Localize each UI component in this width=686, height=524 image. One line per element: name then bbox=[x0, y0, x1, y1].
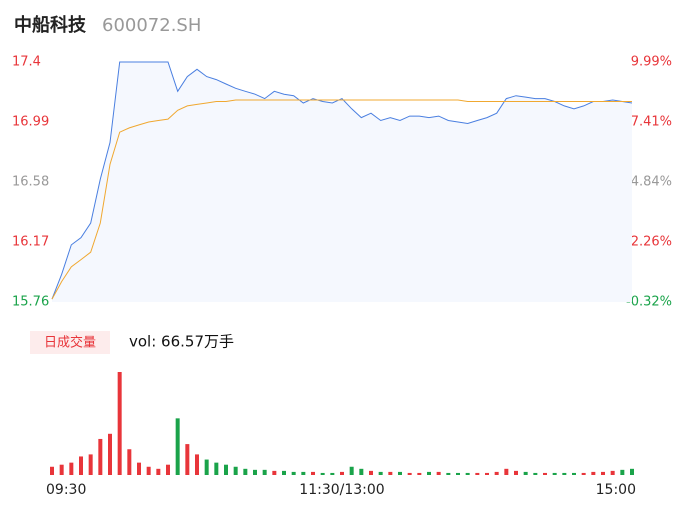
y2-tick-label: 4.84% bbox=[631, 174, 672, 189]
volume-bar bbox=[504, 468, 509, 475]
y2-tick-label: 9.99% bbox=[631, 55, 672, 70]
y2-tick-label: 2.26% bbox=[631, 234, 672, 249]
volume-bar bbox=[436, 471, 441, 475]
volume-bar bbox=[243, 468, 248, 475]
volume-bar bbox=[291, 471, 296, 475]
volume-bar bbox=[562, 472, 567, 475]
volume-bar bbox=[514, 470, 518, 475]
volume-bar bbox=[195, 454, 199, 475]
volume-bar bbox=[533, 472, 538, 475]
volume-bar bbox=[417, 472, 422, 475]
volume-bar bbox=[108, 433, 112, 475]
volume-bar bbox=[175, 418, 180, 475]
volume-bar bbox=[204, 459, 209, 475]
volume-bar bbox=[359, 468, 364, 475]
volume-bar bbox=[485, 472, 489, 475]
volume-bar bbox=[543, 472, 547, 475]
volume-bar bbox=[301, 471, 306, 475]
price-line bbox=[51, 61, 633, 300]
y-tick-label: 15.76 bbox=[12, 295, 49, 310]
volume-bar bbox=[311, 471, 315, 475]
volume-bar bbox=[591, 471, 596, 475]
volume-bar bbox=[427, 471, 431, 475]
volume-bar bbox=[601, 471, 605, 475]
volume-bar bbox=[494, 471, 499, 475]
volume-label-bg bbox=[30, 331, 110, 354]
volume-bar bbox=[50, 466, 54, 475]
volume-bar bbox=[127, 449, 132, 475]
volume-bar bbox=[572, 472, 576, 475]
volume-bar bbox=[137, 462, 141, 475]
volume-bar bbox=[610, 470, 615, 475]
x-tick-label: 11:30/13:00 bbox=[299, 482, 384, 498]
volume-bar bbox=[378, 471, 383, 475]
volume-bar bbox=[253, 469, 257, 475]
volume-bar bbox=[330, 472, 335, 475]
volume-bar bbox=[630, 468, 634, 475]
volume-bar bbox=[166, 464, 170, 475]
price-area bbox=[52, 62, 632, 302]
volume-bar bbox=[407, 472, 412, 475]
y-tick-label: 16.99 bbox=[12, 115, 49, 130]
volume-bar bbox=[282, 470, 286, 475]
volume-bar bbox=[233, 466, 238, 475]
volume-bar bbox=[581, 472, 586, 475]
y-tick-label: 17.4 bbox=[12, 55, 41, 70]
average-line bbox=[51, 99, 632, 300]
volume-bar bbox=[446, 472, 451, 475]
stock-code: 600072.SH bbox=[102, 15, 201, 36]
x-tick-label: 09:30 bbox=[46, 482, 86, 498]
volume-label: 日成交量 bbox=[44, 335, 96, 351]
volume-bar bbox=[369, 470, 373, 475]
volume-bar bbox=[59, 464, 64, 475]
volume-bar bbox=[69, 462, 74, 475]
volume-bar bbox=[388, 471, 393, 475]
volume-bar bbox=[320, 472, 325, 475]
volume-bar bbox=[349, 466, 354, 475]
volume-bar bbox=[88, 454, 93, 475]
y-tick-label: 16.17 bbox=[12, 235, 49, 250]
stock-name: 中船科技 bbox=[14, 14, 87, 36]
y2-tick-label: 7.41% bbox=[631, 115, 672, 130]
volume-bar bbox=[262, 469, 267, 475]
volume-bar bbox=[98, 438, 103, 475]
volume-bar bbox=[79, 456, 83, 475]
volume-bar bbox=[398, 471, 402, 475]
volume-bar bbox=[185, 444, 190, 475]
volume-bar bbox=[552, 472, 557, 475]
volume-bar bbox=[340, 471, 344, 475]
volume-bar bbox=[465, 472, 470, 475]
volume-bar bbox=[156, 468, 161, 475]
volume-text: vol: 66.57万手 bbox=[129, 333, 234, 351]
y2-tick-label: -0.32% bbox=[626, 295, 672, 310]
volume-bar bbox=[523, 471, 528, 475]
x-tick-label: 15:00 bbox=[596, 482, 636, 498]
y-tick-label: 16.58 bbox=[12, 175, 49, 190]
volume-bar bbox=[146, 466, 151, 475]
volume-bar bbox=[224, 464, 228, 475]
volume-bar bbox=[272, 470, 277, 475]
volume-bar bbox=[475, 472, 480, 475]
volume-bar bbox=[214, 462, 219, 475]
volume-bar bbox=[620, 469, 625, 475]
volume-bar bbox=[456, 472, 460, 475]
volume-bar bbox=[117, 372, 122, 475]
